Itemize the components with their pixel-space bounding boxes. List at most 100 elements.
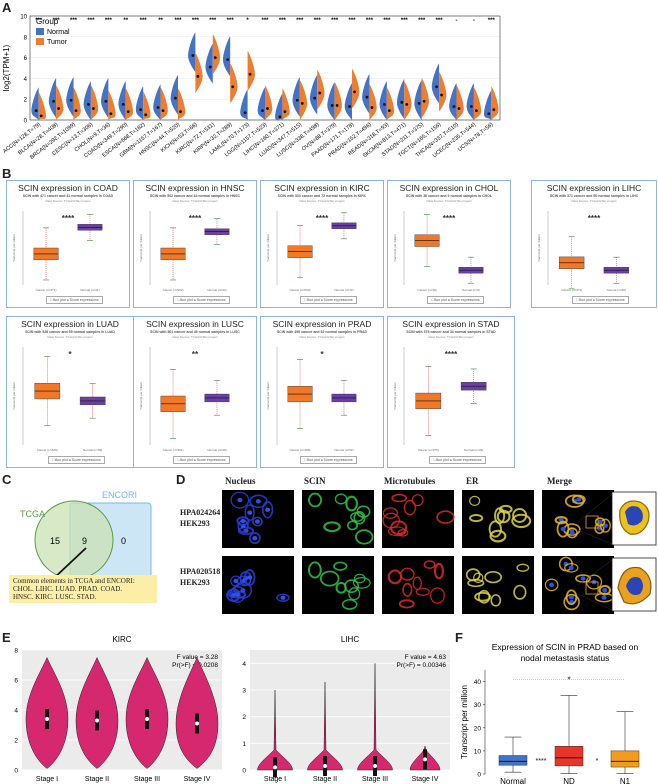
violin-normal bbox=[414, 80, 422, 120]
violin-tumor bbox=[247, 50, 255, 91]
median-tumor bbox=[109, 112, 113, 116]
y-axis-label: Transcript per million bbox=[266, 382, 270, 410]
cell-shape bbox=[498, 504, 513, 514]
cell-shape bbox=[397, 529, 409, 537]
cell-shape bbox=[244, 568, 256, 586]
cell-shape bbox=[249, 532, 261, 545]
x-tick-label: Stage II bbox=[313, 776, 337, 783]
median-normal bbox=[278, 115, 282, 119]
boxplot-title: SCIN expression in LIHC bbox=[546, 183, 642, 193]
violin-normal bbox=[449, 83, 457, 120]
if-image-grid bbox=[222, 490, 657, 614]
boxplot-source: Data Source: TCGA/GTEx project bbox=[428, 335, 474, 339]
boxplot-legend: □ Box plot ● Score expressions bbox=[173, 456, 230, 464]
cell-nucleus bbox=[576, 497, 582, 502]
legend-item-boxplot: □ Box plot bbox=[50, 298, 67, 302]
x-tick-label: Stage III bbox=[362, 776, 388, 783]
cell-nucleus bbox=[235, 592, 241, 597]
plot-background bbox=[250, 650, 450, 770]
x-tick-label: Stage I bbox=[264, 776, 286, 783]
significance-label: **** bbox=[588, 214, 601, 223]
nd-star: **** bbox=[536, 758, 547, 765]
y-axis-label: Transcript per million bbox=[393, 234, 397, 262]
boxplot-svg: Transcript per million **** Cancer (n=36) N… bbox=[393, 211, 484, 292]
cell-shape bbox=[467, 578, 485, 588]
violin-tumor bbox=[56, 85, 64, 120]
boxplot-source: Data Source: TCGA/GTEx project bbox=[426, 199, 472, 203]
median-dot bbox=[145, 717, 149, 721]
boxplot-subtitle: SCIN with 499 cancer and 52 normal sampl… bbox=[276, 330, 368, 334]
panel-a-label: A bbox=[2, 0, 12, 15]
significance-label: ** bbox=[158, 18, 163, 24]
violin-normal bbox=[379, 81, 387, 120]
significance-label: **** bbox=[316, 214, 329, 223]
encori-label: ENCORI bbox=[102, 490, 137, 500]
cell-shape bbox=[571, 494, 586, 505]
median-normal bbox=[208, 65, 212, 69]
cell-shape bbox=[387, 569, 403, 585]
boxplot-panel: SCIN expression in COAD SCIN with 471 can… bbox=[6, 180, 130, 308]
chart-title-line2: nodal metastasis status bbox=[521, 653, 610, 663]
y-tick-label: 4 bbox=[24, 77, 28, 83]
violin-normal bbox=[257, 87, 265, 120]
cell-shape bbox=[513, 584, 527, 600]
y-axis-label: Transcript per million bbox=[266, 234, 270, 262]
x-tick-label: Stage III bbox=[134, 776, 160, 783]
legend-normal: Normal bbox=[47, 29, 70, 36]
y-tick-label: 2 bbox=[24, 98, 28, 104]
boxplot-panel: SCIN expression in LIHC SCIN with 371 can… bbox=[531, 180, 657, 308]
cell-shape bbox=[494, 507, 506, 525]
boxplot-subtitle: SCIN with 533 cancer and 72 normal sampl… bbox=[277, 194, 367, 198]
median-tumor bbox=[231, 85, 235, 89]
cell-nucleus bbox=[252, 535, 258, 541]
cell-shape bbox=[237, 526, 255, 536]
significance-label: *** bbox=[401, 18, 409, 24]
cell-shape bbox=[350, 511, 364, 522]
boxplot-svg: Transcript per million **** Cancer (n=533)… bbox=[266, 211, 357, 292]
y-tick-label: 6 bbox=[24, 56, 28, 62]
cell-shape bbox=[334, 493, 348, 505]
cell-shape bbox=[244, 504, 255, 522]
legend-item-scores: ● Score expressions bbox=[447, 298, 480, 302]
cell-nucleus bbox=[237, 497, 243, 503]
violin-normal bbox=[466, 83, 474, 120]
nucleus-image bbox=[222, 490, 294, 548]
median-normal bbox=[174, 96, 177, 100]
zoom-guide bbox=[577, 529, 613, 545]
panel-f-label: F bbox=[455, 630, 463, 645]
cell-nucleus bbox=[240, 518, 246, 524]
violin-tumor bbox=[143, 91, 151, 120]
x-tick-label: Normal (n=9) bbox=[462, 288, 480, 292]
cell-shape bbox=[391, 493, 408, 503]
x-tick-label: Cancer (n=501) bbox=[163, 448, 184, 452]
significance-label: *** bbox=[105, 18, 113, 24]
violin-tumor bbox=[125, 88, 134, 120]
median-normal bbox=[452, 105, 456, 108]
x-tick-label: Normal (n=72) bbox=[334, 288, 353, 292]
violin-tumor bbox=[334, 82, 342, 120]
boxplot-subtitle: SCIN with 471 cancer and 41 normal sampl… bbox=[22, 194, 114, 198]
cell-shape bbox=[489, 529, 507, 543]
boxplot-svg: Transcript per million * Cancer (n=499) Nor… bbox=[266, 347, 357, 452]
violin-normal bbox=[292, 76, 300, 117]
violin-tumor bbox=[73, 87, 81, 120]
boxplot-legend: □ Box plot ● Score expressions bbox=[429, 456, 486, 464]
y-axis-label: Transcript per million bbox=[12, 382, 16, 410]
median-normal bbox=[348, 105, 351, 108]
significance-label: *** bbox=[87, 18, 95, 24]
subplot-title: LIHC bbox=[341, 635, 359, 644]
cell-shape bbox=[594, 517, 606, 527]
significance-label: ** bbox=[192, 350, 199, 359]
significance-label: *** bbox=[53, 18, 61, 24]
x-tick-label: Cancer (n=371) bbox=[561, 288, 582, 292]
legend-item-boxplot: □ Box plot bbox=[304, 458, 321, 462]
median-tumor bbox=[405, 103, 409, 106]
cell-shape bbox=[511, 513, 532, 529]
legend-item-boxplot: □ Box plot bbox=[576, 298, 593, 302]
y-tick-label: 8 bbox=[24, 35, 28, 41]
significance-label: *** bbox=[366, 18, 374, 24]
header-nucleus: Nucleus bbox=[225, 476, 256, 486]
significance-label: *** bbox=[227, 18, 235, 24]
zoom-guide bbox=[577, 493, 613, 523]
median-tumor bbox=[283, 110, 287, 114]
